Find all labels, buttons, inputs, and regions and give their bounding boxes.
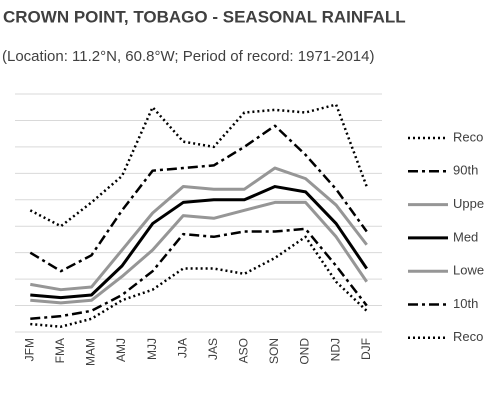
x-tick-label: MJJ — [145, 338, 159, 360]
x-tick-label: DJF — [359, 338, 373, 360]
legend-label: Lowe — [453, 263, 484, 278]
series-line — [30, 200, 368, 305]
legend-label: Med — [453, 229, 478, 244]
series-line — [29, 124, 368, 273]
chart-subtitle: (Location: 11.2°N, 60.8°W; Period of rec… — [2, 48, 375, 65]
x-tick-label: AMJ — [114, 338, 128, 362]
x-tick-label: FMA — [53, 338, 67, 363]
x-tick-label: JJA — [175, 338, 189, 358]
x-tick-label: JAS — [206, 338, 220, 360]
x-tick-label: MAM — [84, 338, 98, 366]
x-tick-label: JFM — [22, 338, 36, 361]
x-tick-label: SON — [267, 338, 281, 364]
chart-title: CROWN POINT, TOBAGO - SEASONAL RAINFALL — [3, 7, 406, 26]
series-line — [30, 185, 368, 300]
x-tick-label: ASO — [237, 338, 251, 363]
legend-label: Reco — [453, 329, 483, 344]
legend-label: Reco — [453, 129, 483, 144]
series-line — [29, 103, 368, 228]
x-tick-label: NDJ — [328, 338, 342, 361]
legend-label: Uppe — [453, 196, 484, 211]
series-line — [30, 166, 368, 292]
series-line — [30, 227, 368, 321]
x-tick-label: OND — [298, 338, 312, 365]
legend-label: 90th — [453, 163, 478, 178]
legend-label: 10th — [453, 296, 478, 311]
